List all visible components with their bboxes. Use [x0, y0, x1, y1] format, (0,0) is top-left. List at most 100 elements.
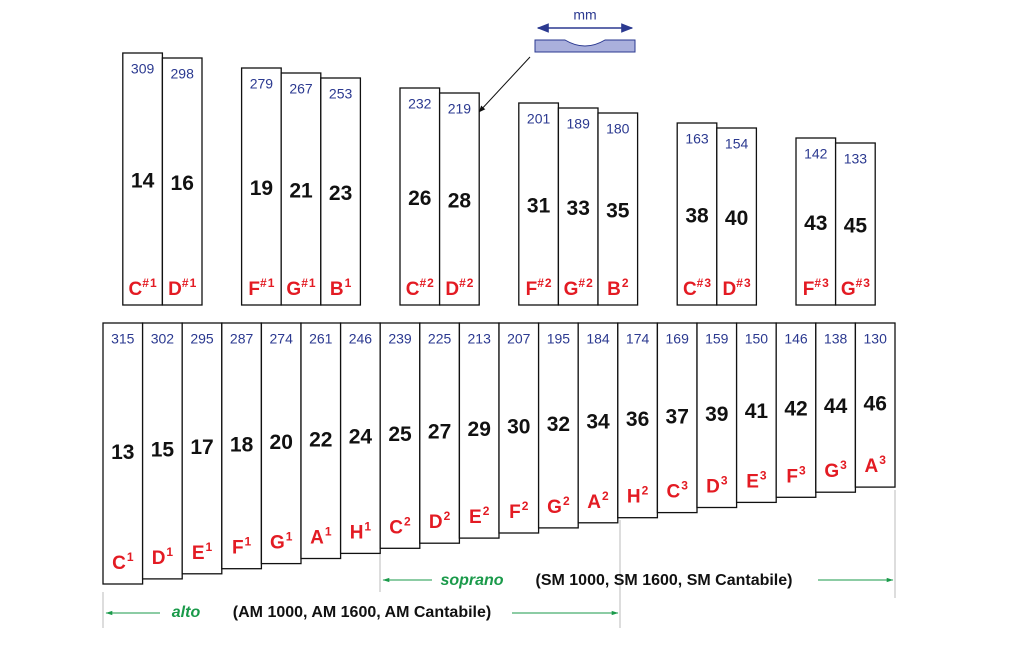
note-name: F1	[232, 535, 252, 559]
bar-number: 43	[804, 212, 827, 235]
note-octave: 3	[681, 479, 688, 493]
note-name: F#1	[248, 276, 274, 300]
bar-number: 29	[468, 418, 491, 441]
dimension-label: mm	[573, 7, 596, 23]
note-letter: D	[706, 477, 720, 498]
bar	[656, 322, 698, 514]
bar-number: 14	[131, 170, 155, 193]
note-letter: A	[864, 456, 878, 477]
note-name: F3	[786, 463, 806, 487]
bar	[419, 322, 461, 544]
note-letter: C	[129, 279, 143, 300]
bar-length: 189	[567, 116, 591, 132]
note-name: A3	[864, 453, 886, 477]
note-letter: C	[683, 279, 697, 300]
note-name: C3	[666, 479, 688, 503]
bar	[735, 322, 777, 504]
note-octave: 1	[166, 545, 173, 559]
bar	[716, 127, 758, 306]
bar-length: 287	[230, 331, 254, 347]
bar-number: 13	[111, 441, 134, 464]
bar	[339, 322, 381, 555]
bar-number: 39	[705, 403, 728, 426]
bar	[438, 92, 480, 306]
note-letter: E	[192, 543, 205, 564]
bar-length: 133	[844, 151, 868, 167]
bar-number: 35	[606, 200, 630, 223]
bar	[141, 322, 183, 580]
range-name: soprano	[440, 572, 503, 589]
note-letter: D	[723, 279, 737, 300]
note-name: B2	[607, 276, 629, 300]
bar-number: 17	[190, 436, 213, 459]
bar-number: 34	[586, 410, 610, 433]
bar	[518, 102, 560, 306]
note-letter: C	[666, 482, 680, 503]
note-accidental: #	[301, 276, 308, 290]
note-octave: 3	[863, 276, 870, 290]
note-octave: 3	[744, 276, 751, 290]
note-name: D2	[429, 509, 451, 533]
note-letter: F	[509, 502, 521, 523]
bar-number: 31	[527, 195, 551, 218]
note-name: H2	[627, 484, 649, 508]
note-octave: 2	[622, 276, 629, 290]
bar	[834, 142, 876, 306]
bar	[260, 322, 302, 565]
note-name: A2	[587, 489, 609, 513]
bar	[537, 322, 579, 529]
bar-length: 150	[745, 331, 769, 347]
note-octave: 2	[427, 276, 434, 290]
bar-length: 195	[547, 331, 571, 347]
note-letter: H	[350, 522, 364, 543]
note-letter: C	[406, 279, 420, 300]
bar-length: 213	[468, 331, 492, 347]
note-octave: 3	[704, 276, 711, 290]
bar	[399, 87, 441, 306]
bar	[181, 322, 223, 575]
note-name: G#3	[841, 276, 870, 300]
note-name: G2	[547, 494, 570, 518]
note-octave: 2	[586, 276, 593, 290]
note-name: C#1	[129, 276, 157, 300]
note-octave: 3	[799, 463, 806, 477]
note-letter: H	[627, 487, 641, 508]
note-name: D#2	[445, 276, 473, 300]
note-name: F2	[509, 499, 529, 523]
note-name: C1	[112, 550, 134, 574]
bar	[458, 322, 500, 539]
note-letter: C	[112, 553, 126, 574]
bar	[498, 322, 540, 534]
note-letter: G	[547, 497, 562, 518]
bar-length: 130	[864, 331, 888, 347]
note-name: E3	[746, 469, 767, 493]
bar-length: 142	[804, 146, 828, 162]
range-models: (AM 1000, AM 1600, AM Cantabile)	[233, 604, 491, 621]
bar-number: 33	[567, 197, 590, 220]
bar-length: 239	[388, 331, 412, 347]
note-name: G1	[270, 530, 293, 554]
note-octave: 3	[879, 453, 886, 467]
bar-length: 207	[507, 331, 531, 347]
note-octave: 1	[268, 276, 275, 290]
note-name: B1	[330, 276, 352, 300]
note-letter: D	[152, 548, 166, 569]
bar-length: 138	[824, 331, 848, 347]
note-letter: E	[746, 471, 759, 492]
note-octave: 2	[404, 514, 411, 528]
note-octave: 3	[760, 469, 767, 483]
bar-length: 146	[784, 331, 808, 347]
note-octave: 1	[345, 276, 352, 290]
bar-length: 295	[190, 331, 214, 347]
note-name: C#2	[406, 276, 434, 300]
note-accidental: #	[260, 276, 267, 290]
bar	[240, 67, 282, 306]
bar-length: 180	[606, 121, 630, 137]
note-accidental: #	[578, 276, 585, 290]
note-name: C2	[389, 514, 411, 538]
bar	[617, 322, 659, 519]
bar-length: 201	[527, 111, 551, 127]
bar-number: 25	[388, 423, 412, 446]
bar-number: 20	[270, 431, 293, 454]
